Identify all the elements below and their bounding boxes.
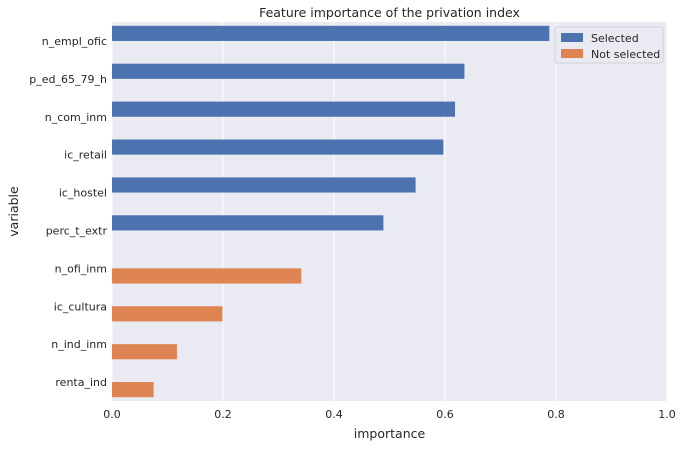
- bar-n-ofi-inm: [112, 268, 302, 284]
- y-tick-label: renta_ind: [55, 376, 107, 389]
- x-tick-label: 0.4: [325, 408, 343, 421]
- bar-renta-ind: [112, 382, 154, 398]
- plot-background: [112, 22, 667, 401]
- legend: Selected Not selected: [554, 26, 664, 64]
- y-tick-label: ic_hostel: [59, 187, 107, 200]
- y-tick-label: p_ed_65_79_h: [29, 73, 107, 86]
- chart-title: Feature importance of the privation inde…: [259, 5, 520, 20]
- x-tick-labels: 0.0 0.2 0.4 0.6 0.8 1.0: [103, 408, 676, 421]
- x-tick-label: 0.8: [547, 408, 565, 421]
- y-tick-label: n_empl_ofic: [42, 35, 107, 48]
- bar-p-ed-65-79-h: [112, 63, 465, 79]
- bar-ic-cultura: [112, 306, 223, 322]
- bar-n-ind-inm: [112, 344, 177, 360]
- gridlines: [111, 22, 668, 401]
- x-tick-label: 0.0: [103, 408, 121, 421]
- bar-ic-hostel: [112, 177, 416, 193]
- y-tick-label: n_com_inm: [45, 111, 107, 124]
- x-tick-label: 0.6: [436, 408, 454, 421]
- y-tick-label: n_ofi_inm: [55, 262, 107, 275]
- legend-swatch: [561, 33, 583, 42]
- y-tick-label: n_ind_inm: [51, 338, 107, 351]
- y-tick-label: perc_t_extr: [46, 224, 108, 237]
- bar-n-com-inm: [112, 101, 455, 117]
- y-axis-label: variable: [6, 186, 21, 237]
- x-axis-label: importance: [354, 426, 426, 441]
- y-tick-labels: n_empl_ofic p_ed_65_79_h n_com_inm ic_retai…: [29, 35, 107, 389]
- y-tick-label: ic_retail: [64, 149, 107, 162]
- bar-perc-t-extr: [112, 215, 384, 231]
- bar-n-empl-ofic: [112, 25, 550, 41]
- bars: [112, 25, 550, 398]
- legend-label: Not selected: [591, 48, 660, 61]
- legend-swatch: [561, 49, 583, 58]
- y-tick-label: ic_cultura: [54, 300, 107, 313]
- x-tick-label: 1.0: [658, 408, 676, 421]
- bar-ic-retail: [112, 139, 444, 155]
- x-tick-label: 0.2: [214, 408, 232, 421]
- legend-label: Selected: [591, 32, 639, 45]
